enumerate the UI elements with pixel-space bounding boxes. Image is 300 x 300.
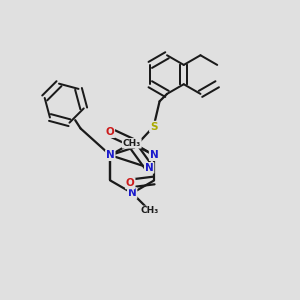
Text: S: S [150,122,158,132]
Text: CH₃: CH₃ [141,206,159,215]
Text: N: N [145,163,154,173]
Text: O: O [126,178,135,188]
Text: O: O [106,127,114,137]
Text: N: N [128,188,136,198]
Text: N: N [106,150,115,160]
Text: N: N [150,150,158,160]
Text: CH₃: CH₃ [123,139,141,148]
